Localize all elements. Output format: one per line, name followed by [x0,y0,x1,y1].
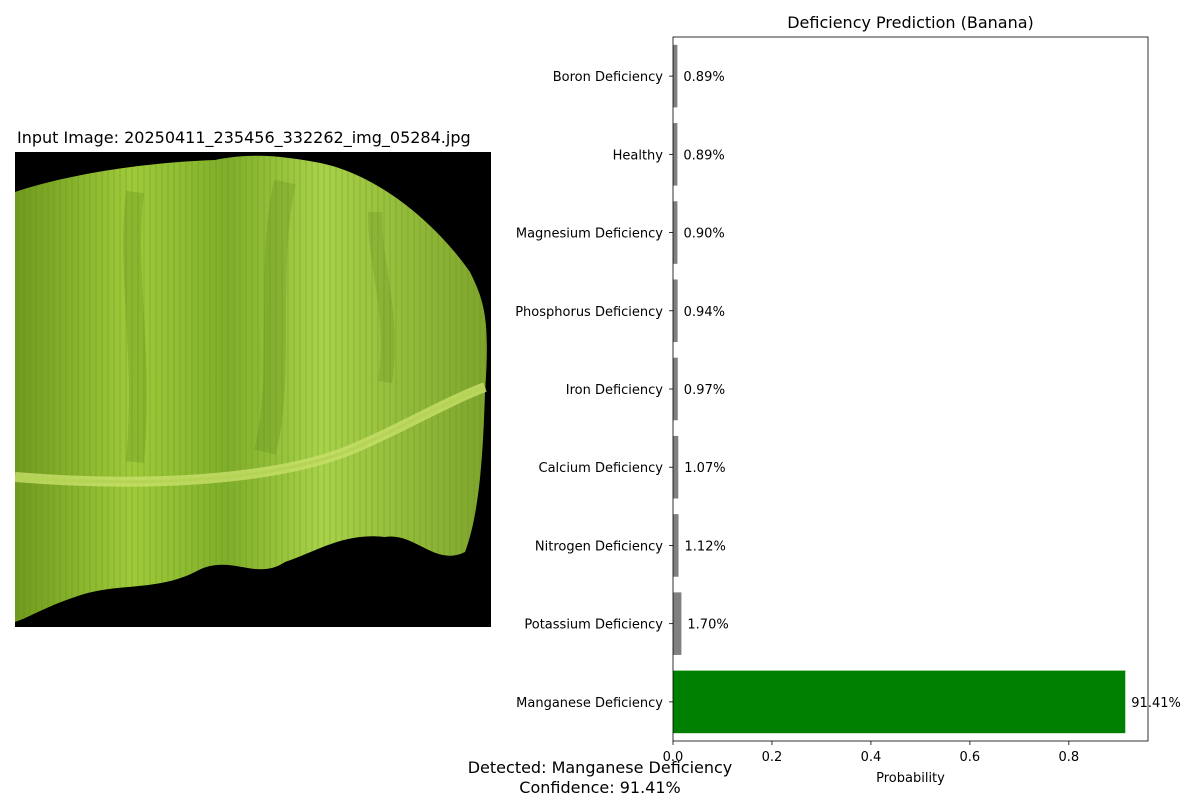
value-label-5: 0.97% [684,383,725,398]
category-label-1: Boron Deficiency [553,70,664,85]
detected-label: Detected: Manganese Deficiency [467,758,733,777]
bar-1 [673,44,678,108]
bar-9 [673,670,1126,734]
value-label-2: 0.89% [683,148,724,163]
leaf-image [15,152,491,627]
category-label-5: Iron Deficiency [566,383,664,398]
bar-6 [673,435,679,499]
image-title: Input Image: 20250411_235456_332262_img_… [17,128,471,147]
category-label-8: Potassium Deficiency [524,618,663,633]
x-tick-label-1: 0.0 [663,750,684,765]
confidence-label: Confidence: 91.41% [519,778,681,797]
x-tick-label-4: 0.6 [960,750,981,765]
value-label-7: 1.12% [685,539,726,554]
value-label-4: 0.94% [684,305,725,320]
bar-8 [673,592,682,655]
category-label-7: Nitrogen Deficiency [535,539,663,554]
plot-frame [672,36,1149,742]
bar-7 [673,514,679,577]
bar-3 [673,201,678,264]
x-tick-label-2: 0.2 [762,750,783,765]
chart-title: Deficiency Prediction (Banana) [787,13,1034,32]
category-label-6: Calcium Deficiency [539,461,664,476]
bar-4 [673,279,678,343]
category-label-4: Phosphorus Deficiency [515,305,663,320]
category-label-3: Magnesium Deficiency [516,227,663,242]
bar-5 [673,357,678,421]
value-label-6: 1.07% [684,461,725,476]
x-axis-label: Probability [876,771,945,786]
value-label-9: 91.41% [1131,696,1181,711]
category-label-9: Manganese Deficiency [516,696,663,711]
value-label-1: 0.89% [683,70,724,85]
value-label-8: 1.70% [687,618,728,633]
value-label-3: 0.90% [683,227,724,242]
bar-2 [673,123,678,186]
x-tick-label-5: 0.8 [1058,750,1079,765]
x-tick-label-3: 0.4 [861,750,882,765]
prediction-summary: Detected: Manganese Deficiency Confidenc… [400,758,800,798]
category-label-2: Healthy [613,148,664,163]
